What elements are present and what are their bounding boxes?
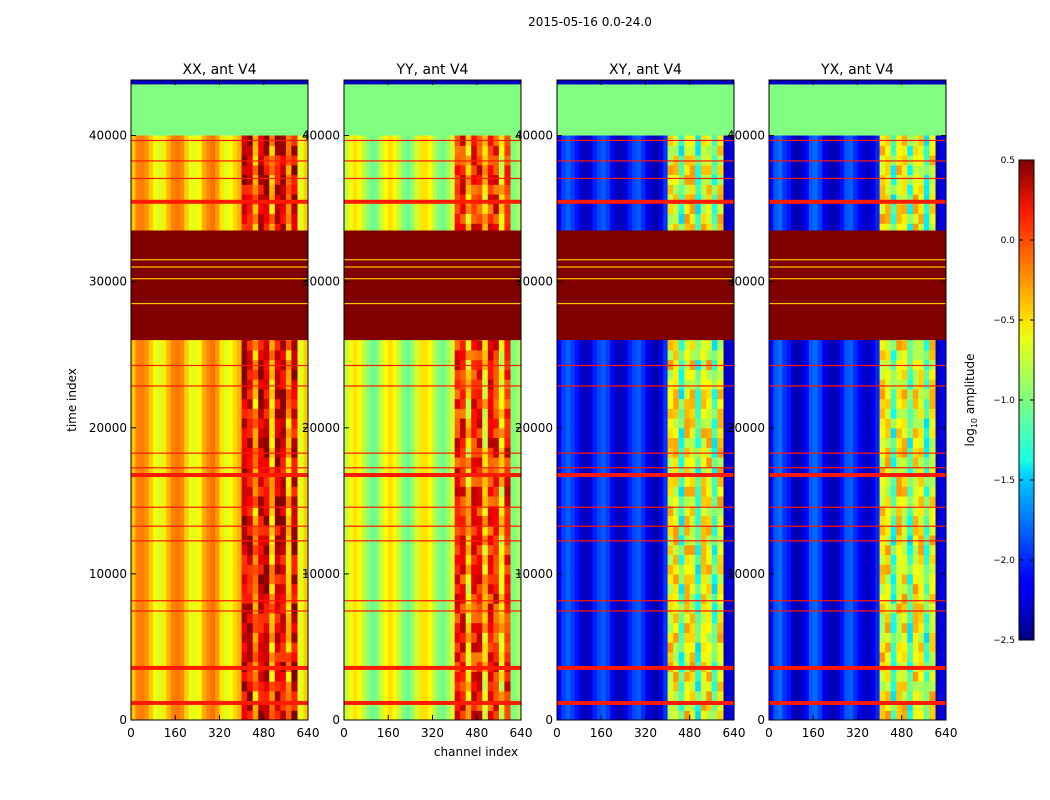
y-tick-label: 40000	[727, 129, 765, 143]
y-tick-label: 10000	[515, 567, 553, 581]
colorbar-label-main: log	[963, 428, 977, 446]
panel-heatmap	[769, 80, 946, 720]
x-tick-label: 480	[252, 726, 275, 740]
y-tick-label: 0	[757, 713, 765, 727]
x-tick-label: 480	[890, 726, 913, 740]
y-tick-label: 40000	[89, 129, 127, 143]
x-tick-label: 640	[935, 726, 958, 740]
x-tick-label: 0	[765, 726, 773, 740]
colorbar-tick-label: 0.0	[1001, 236, 1016, 246]
x-tick-label: 160	[164, 726, 187, 740]
y-tick-label: 10000	[89, 567, 127, 581]
colorbar-ticks: 0.5 0.0 −0.5 −1.0 −1.5 −2.0 −2.5	[993, 156, 1034, 646]
x-tick-label: 640	[297, 726, 320, 740]
y-tick-label: 20000	[302, 421, 340, 435]
colorbar-tick-label: 0.5	[1001, 156, 1015, 166]
colorbar-label-tail: amplitude	[963, 354, 977, 418]
y-tick-label: 0	[119, 713, 127, 727]
colorbar-label: log10 amplitude	[963, 354, 979, 447]
panel-4: YX, ant V4 0 160 320 480 640 0 10000 20000 30000 4…	[727, 62, 958, 740]
colorbar-tick-label: −1.0	[993, 396, 1015, 406]
x-tick-label: 0	[340, 726, 348, 740]
x-tick-label: 320	[208, 726, 231, 740]
panels-group: XX, ant V4 0 160 320 480 640 0 10000 20000 30000 4…	[89, 62, 958, 740]
y-tick-label: 10000	[727, 567, 765, 581]
y-tick-label: 10000	[302, 567, 340, 581]
x-tick-label: 0	[127, 726, 135, 740]
x-tick-label: 160	[590, 726, 613, 740]
colorbar: 0.5 0.0 −0.5 −1.0 −1.5 −2.0 −2.5 log10 amplitu…	[963, 156, 1035, 646]
y-tick-label: 40000	[515, 129, 553, 143]
x-tick-label: 320	[634, 726, 657, 740]
colorbar-tick-label: −2.5	[993, 636, 1015, 646]
panel-1: XX, ant V4 0 160 320 480 640 0 10000 20000 30000 4…	[89, 62, 320, 740]
y-tick-label: 0	[332, 713, 340, 727]
x-tick-label: 0	[553, 726, 561, 740]
figure-suptitle: 2015-05-16 0.0-24.0	[528, 15, 652, 29]
panel-heatmap	[344, 80, 521, 720]
panel-title: XY, ant V4	[609, 62, 682, 78]
x-axis-label: channel index	[434, 745, 518, 759]
x-tick-label: 480	[465, 726, 488, 740]
x-tick-label: 640	[510, 726, 533, 740]
y-tick-label: 20000	[89, 421, 127, 435]
colorbar-label-sub: 10	[970, 418, 979, 428]
panel-title: XX, ant V4	[183, 62, 257, 78]
y-tick-label: 40000	[302, 129, 340, 143]
x-tick-label: 480	[678, 726, 701, 740]
x-tick-label: 320	[846, 726, 869, 740]
y-tick-label: 30000	[515, 275, 553, 289]
panel-title: YX, ant V4	[820, 62, 894, 78]
panel-heatmap	[131, 80, 308, 720]
panel-3: XY, ant V4 0 160 320 480 640 0 10000 20000 30000 4…	[515, 62, 746, 740]
x-tick-label: 160	[377, 726, 400, 740]
y-tick-label: 30000	[302, 275, 340, 289]
y-tick-label: 30000	[727, 275, 765, 289]
y-tick-label: 20000	[727, 421, 765, 435]
colorbar-tick-label: −2.0	[993, 556, 1015, 566]
panel-title: YY, ant V4	[396, 62, 469, 78]
y-axis-label: time index	[65, 368, 79, 432]
y-tick-label: 30000	[89, 275, 127, 289]
colorbar-tick-label: −0.5	[993, 316, 1015, 326]
x-tick-label: 160	[802, 726, 825, 740]
panel-2: YY, ant V4 0 160 320 480 640 0 10000 20000 30000 4…	[302, 62, 533, 740]
panel-heatmap	[557, 80, 734, 720]
x-tick-label: 640	[723, 726, 746, 740]
colorbar-tick-label: −1.5	[993, 476, 1015, 486]
x-tick-label: 320	[421, 726, 444, 740]
y-tick-label: 20000	[515, 421, 553, 435]
y-tick-label: 0	[545, 713, 553, 727]
